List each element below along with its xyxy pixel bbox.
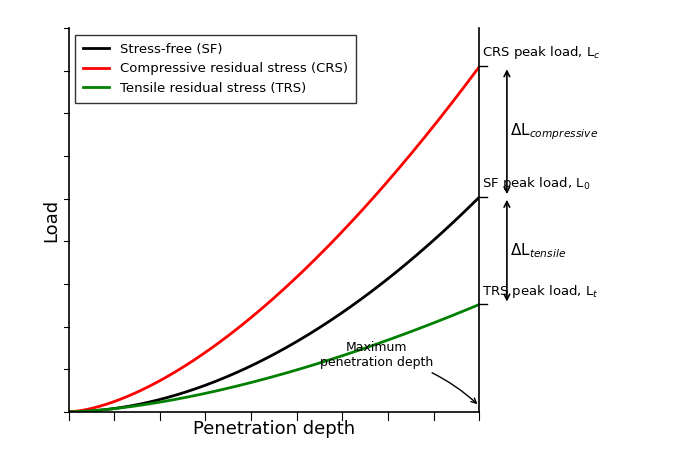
- Text: Maximum
penetration depth: Maximum penetration depth: [320, 341, 476, 403]
- Tensile residual stress (TRS): [260, 376, 268, 382]
- Compressive residual stress (CRS): [287, 280, 295, 285]
- Stress-free (SF): [466, 204, 474, 210]
- Text: CRS peak load, L$_c$: CRS peak load, L$_c$: [482, 44, 600, 61]
- Text: ΔL$_{compressive}$: ΔL$_{compressive}$: [510, 121, 599, 142]
- Tensile residual stress (TRS): [262, 376, 271, 381]
- Stress-free (SF): [287, 342, 295, 348]
- Tensile residual stress (TRS): [287, 369, 295, 374]
- Legend: Stress-free (SF), Compressive residual stress (CRS), Tensile residual stress (TR: Stress-free (SF), Compressive residual s…: [75, 35, 356, 102]
- Stress-free (SF): [401, 262, 410, 267]
- Compressive residual stress (CRS): [309, 258, 317, 264]
- Compressive residual stress (CRS): [475, 64, 484, 69]
- Tensile residual stress (TRS): [475, 301, 484, 307]
- Text: ΔL$_{tensile}$: ΔL$_{tensile}$: [510, 241, 566, 260]
- Text: SF peak load, L$_0$: SF peak load, L$_0$: [482, 175, 590, 192]
- Stress-free (SF): [262, 356, 271, 361]
- Compressive residual stress (CRS): [262, 302, 271, 307]
- Tensile residual stress (TRS): [309, 362, 317, 368]
- Tensile residual stress (TRS): [466, 306, 474, 311]
- Compressive residual stress (CRS): [260, 304, 268, 310]
- Stress-free (SF): [475, 194, 484, 200]
- Y-axis label: Load: Load: [42, 198, 60, 241]
- Stress-free (SF): [64, 409, 73, 415]
- Compressive residual stress (CRS): [401, 158, 410, 163]
- Stress-free (SF): [260, 357, 268, 362]
- Compressive residual stress (CRS): [466, 77, 474, 82]
- Line: Tensile residual stress (TRS): Tensile residual stress (TRS): [68, 304, 480, 412]
- Compressive residual stress (CRS): [64, 409, 73, 415]
- Line: Compressive residual stress (CRS): Compressive residual stress (CRS): [68, 66, 480, 412]
- Tensile residual stress (TRS): [64, 409, 73, 415]
- X-axis label: Penetration depth: Penetration depth: [193, 420, 355, 438]
- Tensile residual stress (TRS): [401, 331, 410, 336]
- Stress-free (SF): [309, 329, 317, 335]
- Text: TRS peak load, L$_t$: TRS peak load, L$_t$: [482, 283, 598, 300]
- Line: Stress-free (SF): Stress-free (SF): [68, 197, 480, 412]
